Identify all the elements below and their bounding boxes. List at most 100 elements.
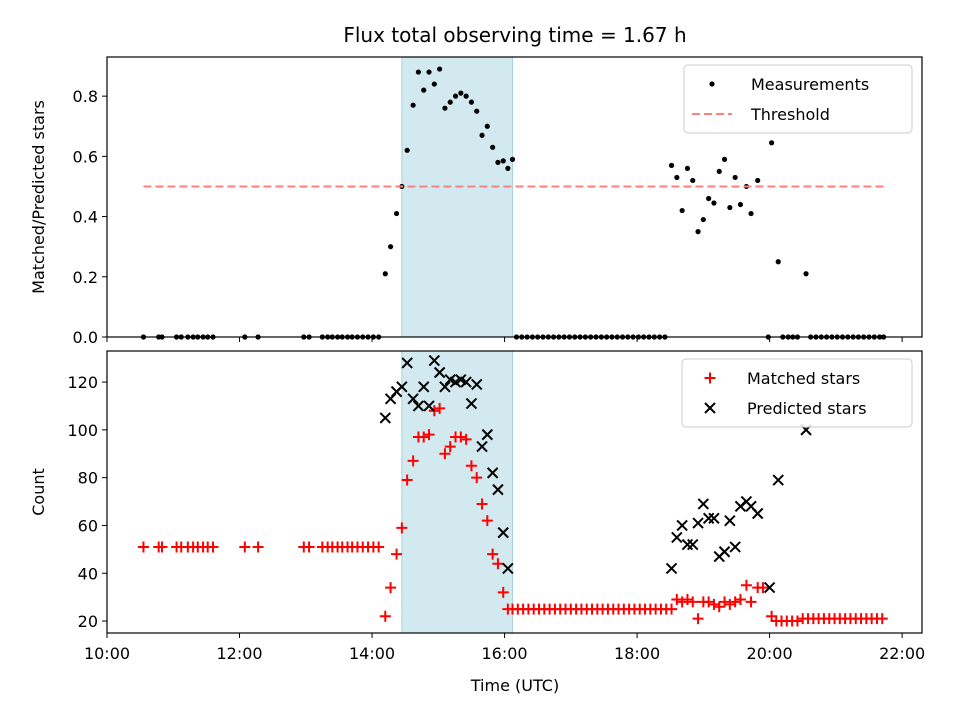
predicted-star-point bbox=[751, 507, 764, 520]
matched-star-point bbox=[418, 431, 430, 443]
matched-star-point bbox=[379, 610, 391, 622]
matched-star-point bbox=[455, 431, 467, 443]
measurement-point bbox=[755, 177, 761, 184]
measurement-point bbox=[500, 158, 506, 164]
measurement-point bbox=[490, 144, 496, 150]
matched-star-point bbox=[156, 541, 168, 553]
y-tick-label: 0.2 bbox=[73, 268, 98, 287]
legend-box bbox=[681, 358, 913, 428]
matched-star-point bbox=[876, 613, 888, 625]
matched-star-point bbox=[137, 541, 149, 553]
y-tick-label: 100 bbox=[67, 421, 98, 440]
matched-star-point bbox=[719, 596, 731, 608]
matched-star-point bbox=[745, 596, 757, 608]
x-tick-label: 22:00 bbox=[879, 644, 925, 663]
predicted-star-point bbox=[687, 538, 699, 551]
measurement-point bbox=[442, 105, 448, 111]
measurement-point bbox=[421, 87, 427, 93]
predicted-star-point bbox=[439, 381, 451, 393]
legend: Measurements Threshold bbox=[683, 64, 913, 134]
measurement-point bbox=[706, 195, 712, 202]
y-tick-label: 0.6 bbox=[73, 147, 98, 166]
chart-title: Flux total observing time = 1.67 h bbox=[343, 23, 686, 47]
matched-star-point bbox=[681, 594, 693, 606]
measurement-point bbox=[474, 108, 480, 114]
matched-star-point bbox=[385, 582, 397, 594]
matched-star-point bbox=[740, 579, 752, 591]
predicted-star-point bbox=[724, 514, 736, 527]
predicted-star-point bbox=[697, 498, 710, 510]
measurement-point bbox=[505, 165, 511, 171]
matched-star-point bbox=[423, 429, 435, 441]
matched-star-point bbox=[401, 474, 413, 486]
measurement-point bbox=[463, 93, 469, 99]
predicted-star-point bbox=[471, 378, 483, 391]
measurement-point bbox=[695, 229, 701, 235]
matched-star-point bbox=[757, 582, 769, 594]
legend-label: Predicted stars bbox=[747, 399, 867, 418]
measurement-point bbox=[426, 69, 432, 75]
matched-star-point bbox=[703, 596, 715, 608]
measurement-point bbox=[716, 168, 722, 175]
measurement-point bbox=[700, 216, 706, 223]
measurement-point bbox=[410, 102, 416, 108]
predicted-star-point bbox=[702, 512, 715, 524]
shaded-region bbox=[401, 56, 514, 338]
matched-star-point bbox=[373, 541, 385, 553]
y-tick-label: 0.8 bbox=[73, 87, 98, 106]
axes-frame bbox=[106, 350, 923, 634]
x-tick-label: 14:00 bbox=[349, 644, 395, 663]
measurement-point bbox=[479, 132, 485, 138]
matched-star-point bbox=[724, 598, 736, 610]
matched-star-point bbox=[428, 405, 440, 417]
measurement-point bbox=[437, 66, 443, 72]
predicted-star-point bbox=[433, 366, 446, 379]
predicted-star-point bbox=[708, 512, 720, 524]
x-tick-label: 16:00 bbox=[482, 644, 528, 663]
matched-star-point bbox=[465, 460, 477, 472]
predicted-star-point bbox=[497, 526, 509, 539]
matched-star-point bbox=[476, 498, 488, 510]
measurement-point bbox=[727, 204, 733, 211]
matched-star-point bbox=[252, 541, 264, 553]
y-tick-label: 60 bbox=[78, 516, 98, 535]
measurement-point bbox=[711, 200, 717, 206]
predicted-star-point bbox=[428, 354, 441, 367]
x-tick-label: 12:00 bbox=[216, 644, 262, 663]
x-tick-label: 20:00 bbox=[747, 644, 793, 663]
measurement-point bbox=[452, 93, 459, 99]
x-tick-label: 10:00 bbox=[84, 644, 130, 663]
measurement-point bbox=[803, 271, 809, 277]
legend-marker bbox=[704, 372, 716, 384]
matched-star-point bbox=[481, 515, 493, 527]
legend-marker bbox=[709, 81, 715, 87]
matched-star-point bbox=[207, 541, 219, 553]
measurement-point bbox=[509, 156, 516, 162]
measurement-point bbox=[495, 159, 501, 165]
matched-star-point bbox=[692, 613, 704, 625]
matched-star-point bbox=[434, 402, 446, 414]
measurement-point bbox=[468, 99, 475, 105]
predicted-star-point bbox=[396, 381, 408, 393]
measurement-point bbox=[748, 210, 754, 217]
matched-star-point bbox=[439, 448, 451, 460]
measurement-point bbox=[768, 140, 775, 146]
predicted-star-point bbox=[692, 517, 704, 529]
measurement-point bbox=[484, 123, 490, 129]
matched-star-point bbox=[487, 548, 499, 560]
matched-star-point bbox=[729, 596, 741, 608]
shaded-region bbox=[401, 350, 514, 634]
predicted-star-point bbox=[423, 400, 435, 412]
y-tick-label: 0.4 bbox=[73, 208, 98, 227]
predicted-star-point bbox=[418, 381, 430, 393]
y-axis-label: Count bbox=[29, 468, 48, 516]
matched-star-point bbox=[303, 541, 315, 553]
y-tick-label: 20 bbox=[78, 612, 98, 631]
measurement-point bbox=[447, 99, 453, 105]
predicted-star-point bbox=[772, 474, 784, 486]
matched-star-point bbox=[497, 586, 509, 598]
matched-star-point bbox=[239, 541, 251, 553]
measurement-point bbox=[775, 259, 781, 265]
measurement-point bbox=[458, 90, 464, 96]
